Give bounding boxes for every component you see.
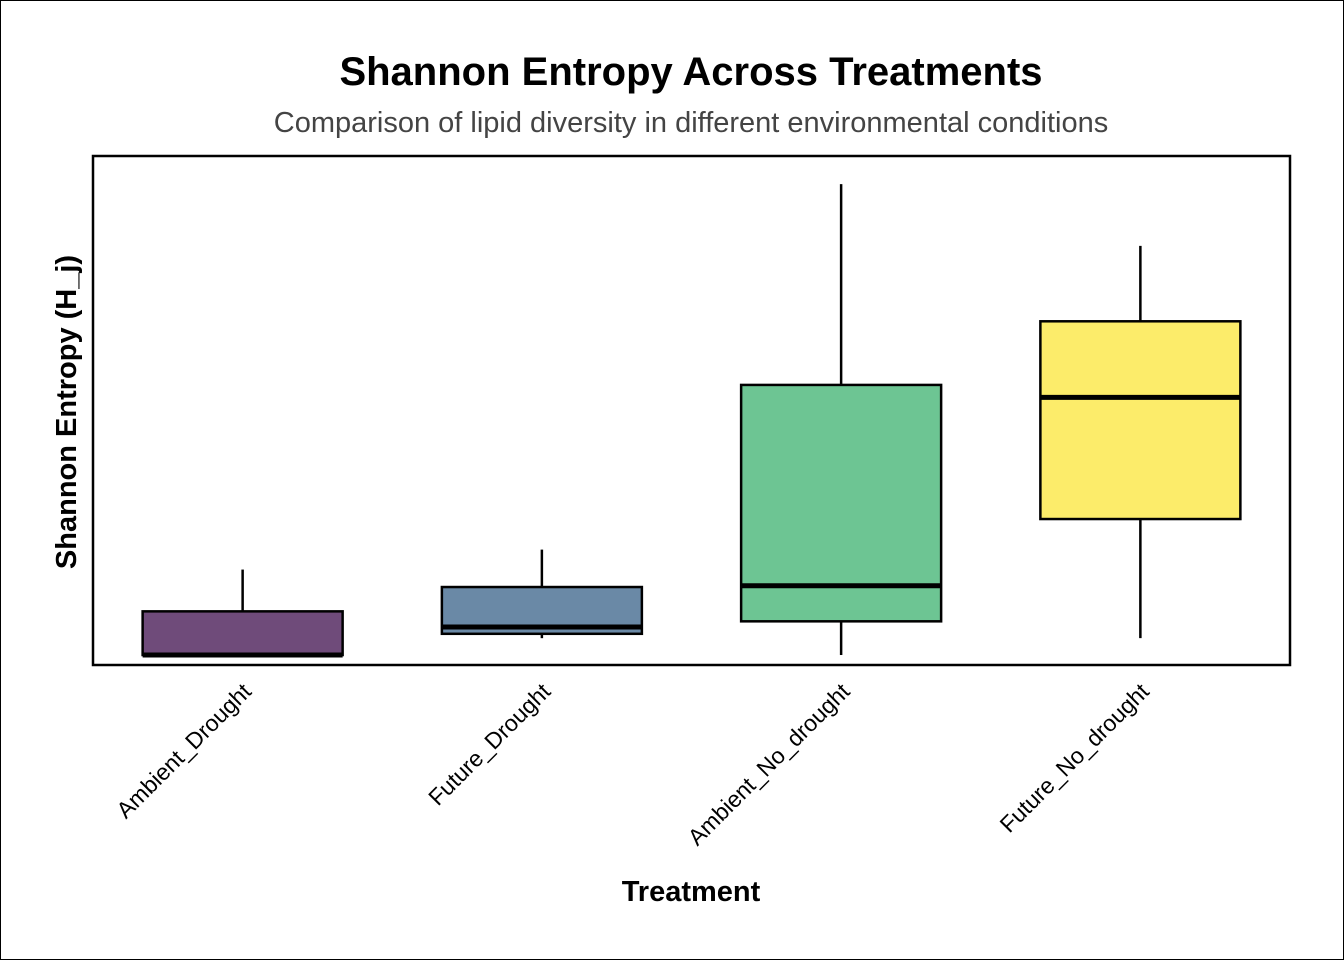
y-axis-title: Shannon Entropy (H_j) [51, 255, 83, 569]
x-tick-label-future-drought: Future_Drought [423, 678, 556, 811]
box-future-no-drought [1039, 320, 1242, 521]
plot-area: Ambient_Drought Future_Drought Ambient_No_… [91, 154, 1292, 851]
box-ambient-drought [141, 610, 344, 657]
box-ambient-no-drought [739, 383, 943, 623]
chart-title: Shannon Entropy Across Treatments [339, 50, 1042, 94]
x-tick-label-ambient-drought: Ambient_Drought [111, 678, 256, 823]
plot-panel-border [91, 154, 1292, 667]
x-tick-label-future-no-drought: Future_No_drought [994, 678, 1154, 838]
x-tick-label-ambient-no-drought: Ambient_No_drought [683, 678, 856, 851]
chart-subtitle: Comparison of lipid diversity in differe… [274, 107, 1108, 139]
x-axis-title: Treatment [622, 876, 761, 908]
